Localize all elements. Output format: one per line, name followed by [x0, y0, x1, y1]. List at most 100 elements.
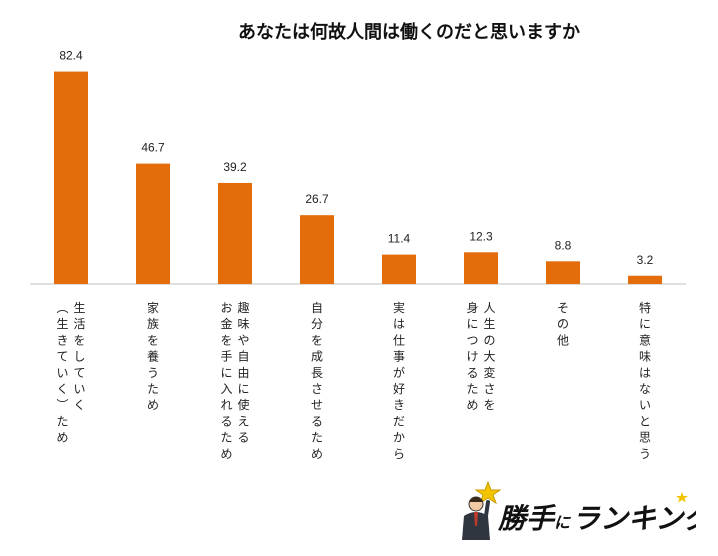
category-char: を	[311, 333, 323, 347]
category-char: の	[557, 317, 569, 331]
category-char: 使	[237, 397, 249, 412]
category-char: 由	[237, 366, 249, 380]
data-label-2: 46.7	[141, 141, 165, 155]
svg-text:に: に	[554, 513, 571, 532]
category-char: 身	[466, 300, 478, 315]
category-char: は	[393, 317, 405, 331]
category-char: か	[393, 431, 405, 445]
data-label-3: 39.2	[223, 160, 247, 174]
category-char: た	[56, 414, 68, 428]
category-char: 手	[220, 350, 232, 364]
category-char: に	[220, 366, 232, 380]
bars-group	[54, 71, 662, 284]
category-char: 好	[393, 382, 405, 396]
chart-title: あなたは何故人間は働くのだと思いますか	[238, 21, 580, 43]
category-char: ら	[393, 447, 405, 461]
category-char: 族	[147, 317, 159, 331]
bar-1	[54, 71, 88, 284]
bar-4	[300, 215, 334, 284]
category-char: 仕	[393, 333, 405, 347]
category-char: め	[147, 398, 159, 412]
category-char: を	[147, 333, 159, 347]
category-char: な	[639, 382, 651, 396]
category-char: た	[147, 382, 159, 396]
category-char: 味	[639, 350, 651, 364]
category-char: の	[483, 333, 495, 347]
category-char: る	[237, 431, 249, 445]
category-char: る	[466, 366, 478, 380]
site-logo: 勝手 に ランキング	[462, 480, 696, 540]
category-char: い	[639, 398, 651, 412]
category-char: 生	[56, 317, 68, 331]
category-char: を	[73, 333, 85, 347]
category-char: お	[220, 301, 232, 315]
category-char: ︵	[56, 301, 68, 315]
category-char: 味	[237, 317, 249, 331]
svg-text:勝手: 勝手	[498, 502, 557, 535]
category-char: き	[393, 398, 405, 412]
category-char: 生	[73, 301, 85, 315]
category-label-7: その他	[557, 301, 569, 347]
category-char: 生	[483, 317, 495, 331]
data-label-4: 26.7	[305, 192, 329, 206]
category-char: 長	[311, 366, 323, 380]
category-char: つ	[466, 333, 478, 347]
category-char: め	[311, 447, 323, 461]
category-char: 活	[73, 317, 85, 331]
bar-3	[218, 182, 252, 284]
category-char: 意	[639, 332, 651, 347]
category-char: う	[147, 366, 159, 380]
category-char: え	[237, 414, 249, 428]
category-char: 実	[393, 300, 405, 315]
category-char: ︶	[56, 398, 68, 412]
category-char: 変	[483, 365, 495, 380]
category-char: る	[220, 414, 232, 428]
category-char: け	[466, 350, 478, 364]
category-char: 金	[220, 316, 232, 331]
category-char: 分	[311, 317, 323, 331]
value-labels-group: 82.4 46.7 39.2 26.7 11.4 12.3 8.8 3.2	[59, 49, 653, 267]
category-char: そ	[557, 301, 569, 315]
category-char: 養	[147, 349, 159, 364]
bar-2	[136, 163, 170, 284]
category-char: 事	[393, 350, 405, 364]
category-char: い	[73, 382, 85, 396]
data-label-1: 82.4	[59, 49, 83, 63]
data-label-8: 3.2	[637, 253, 654, 267]
category-char: て	[73, 366, 85, 380]
category-char: を	[220, 333, 232, 347]
bar-5	[382, 254, 416, 284]
category-char: だ	[393, 414, 405, 428]
category-char: 特	[639, 300, 651, 315]
category-char: た	[311, 431, 323, 445]
category-char: に	[466, 317, 478, 331]
category-char: は	[639, 366, 651, 380]
category-char: 思	[639, 431, 651, 445]
category-char: や	[237, 333, 249, 347]
category-char: く	[56, 382, 68, 396]
bar-7	[546, 261, 580, 284]
category-char: め	[466, 398, 478, 412]
category-char: と	[639, 414, 651, 428]
category-char: め	[220, 447, 232, 461]
category-char: に	[237, 382, 249, 396]
category-char: 家	[147, 300, 159, 315]
category-char: 自	[311, 301, 323, 315]
category-char: せ	[311, 398, 323, 412]
category-char: て	[56, 350, 68, 364]
category-char: が	[393, 365, 405, 380]
svg-text:ランキング: ランキング	[572, 502, 696, 535]
category-char: た	[466, 382, 478, 396]
category-char: め	[56, 431, 68, 445]
category-char: 人	[483, 301, 495, 315]
category-char: 大	[483, 350, 495, 364]
businessman-with-star-icon	[462, 480, 502, 540]
category-char: に	[639, 317, 651, 331]
